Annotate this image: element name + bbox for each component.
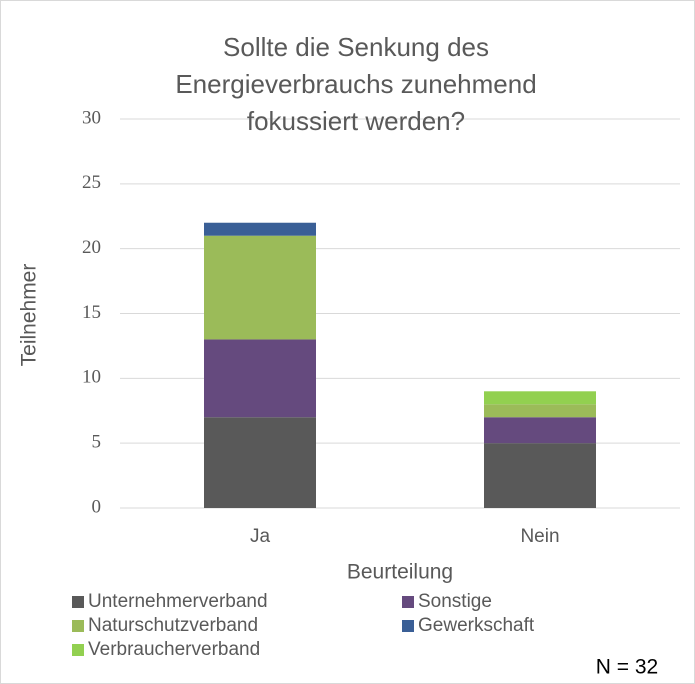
- bar-segment: [204, 235, 316, 340]
- bar-segment: [484, 443, 596, 508]
- chart-title: Sollte die Senkung des Energieverbrauchs…: [175, 32, 537, 136]
- legend-label: Naturschutzverband: [88, 615, 258, 636]
- y-tick-label: 20: [82, 237, 101, 258]
- x-tick-label: Ja: [250, 526, 271, 547]
- bar-segment: [204, 222, 316, 236]
- bar-segment: [204, 339, 316, 418]
- y-tick-label: 30: [82, 107, 101, 128]
- bar-segment: [484, 404, 596, 418]
- y-axis-label: Teilnehmer: [18, 264, 41, 367]
- legend-swatch: [402, 620, 414, 632]
- legend-label: Verbraucherverband: [88, 639, 260, 660]
- legend-swatch: [72, 644, 84, 656]
- y-tick-label: 10: [82, 367, 101, 388]
- legend-label: Unternehmerverband: [88, 591, 268, 612]
- bar-segment: [204, 417, 316, 508]
- bar-segment: [484, 417, 596, 444]
- x-axis-label: Beurteilung: [347, 561, 453, 584]
- y-tick-label: 15: [82, 302, 101, 323]
- y-tick-label: 25: [82, 172, 101, 193]
- legend-label: Sonstige: [418, 591, 492, 612]
- legend-swatch: [402, 596, 414, 608]
- bar-segment: [484, 391, 596, 405]
- y-tick-label: 0: [92, 496, 102, 517]
- legend-label: Gewerkschaft: [418, 615, 535, 636]
- y-tick-label: 5: [92, 432, 102, 453]
- legend-swatch: [72, 596, 84, 608]
- annotation: N = 32: [596, 656, 658, 679]
- x-tick-label: Nein: [520, 526, 559, 547]
- legend-swatch: [72, 620, 84, 632]
